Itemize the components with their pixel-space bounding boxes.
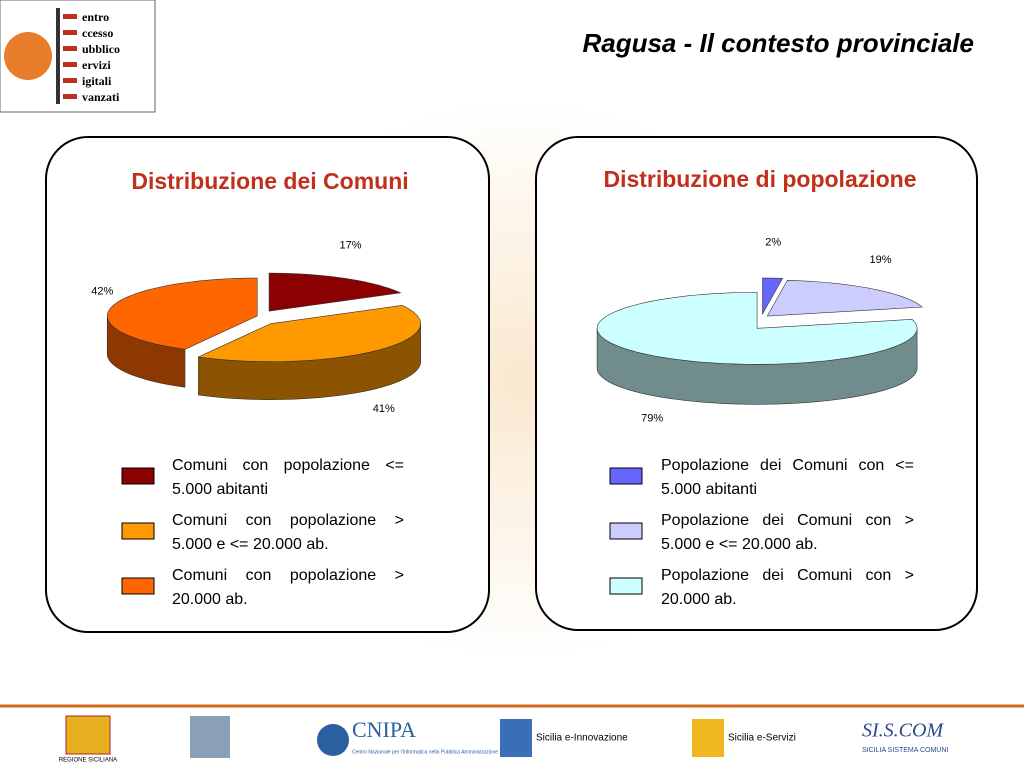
legend-label: Popolazione dei Comuni con <= 5.000 abit…	[661, 457, 914, 498]
value-label: 79%	[641, 412, 663, 424]
legend-label: Comuni con popolazione > 5.000 e <= 20.0…	[172, 512, 404, 553]
logo-mark	[63, 46, 77, 51]
value-label: 19%	[869, 254, 891, 266]
legend-swatch	[121, 467, 155, 485]
pie-slice	[766, 279, 924, 317]
innovazione-logo	[500, 719, 532, 757]
logo-mark	[63, 14, 77, 19]
logo-text: ccesso	[82, 26, 113, 40]
pie-slice	[106, 277, 258, 350]
value-label: 2%	[765, 236, 781, 248]
footer-text: REGIONE SICILIANA	[59, 758, 117, 764]
value-label: 17%	[340, 240, 362, 252]
footer-text: SI.S.COM	[862, 720, 944, 742]
legend-swatch	[609, 577, 643, 595]
legend-swatch	[609, 467, 643, 485]
logo-mark	[63, 94, 77, 99]
footer-text: Centro Nazionale per l'Informatica nella…	[352, 749, 498, 755]
legend-label: Popolazione dei Comuni con > 5.000 e <= …	[661, 512, 914, 553]
building-logo	[190, 716, 230, 758]
pie-chart: 2% 19% 79%	[596, 236, 924, 595]
legend-swatch	[609, 522, 643, 540]
logo-text: igitali	[82, 74, 112, 88]
logo-text: ubblico	[82, 42, 120, 56]
cnipa-logo	[317, 724, 349, 756]
pie-chart: 17% 41% 42%	[91, 240, 421, 595]
pie-slice	[197, 305, 421, 362]
legend-swatch	[121, 577, 155, 595]
value-label: 42%	[91, 285, 113, 297]
logo-mark	[63, 78, 77, 83]
pie-slice	[268, 272, 402, 312]
pie-slice	[762, 277, 784, 316]
logo-text: ervizi	[82, 58, 111, 72]
legend-label: Comuni con popolazione > 20.000 ab.	[172, 567, 404, 608]
servizi-logo	[692, 719, 724, 757]
footer-text: SICILIA SISTEMA COMUNI	[862, 747, 948, 754]
pie-slice	[596, 292, 918, 365]
logo-mark	[63, 62, 77, 67]
slide-title: Ragusa - Il contesto provinciale	[582, 28, 974, 58]
logo-text: entro	[82, 10, 109, 24]
legend-swatch	[121, 522, 155, 540]
legend-label: Comuni con popolazione <= 5.000 abitanti	[172, 457, 404, 498]
value-label: 41%	[373, 403, 395, 415]
chart-title: Distribuzione dei Comuni	[131, 168, 409, 194]
logo-text: vanzati	[82, 90, 120, 104]
footer: REGIONE SICILIANA CNIPA Centro Nazionale…	[59, 715, 948, 764]
legend-label: Popolazione dei Comuni con > 20.000 ab.	[661, 567, 914, 608]
logo-mark	[63, 30, 77, 35]
footer-text: Sicilia e-Innovazione	[536, 733, 628, 744]
regione-logo	[65, 715, 111, 755]
chart-title: Distribuzione di popolazione	[603, 166, 917, 192]
footer-text: CNIPA	[352, 717, 416, 742]
footer-text: Sicilia e-Servizi	[728, 733, 796, 744]
logo-globe	[4, 32, 52, 80]
